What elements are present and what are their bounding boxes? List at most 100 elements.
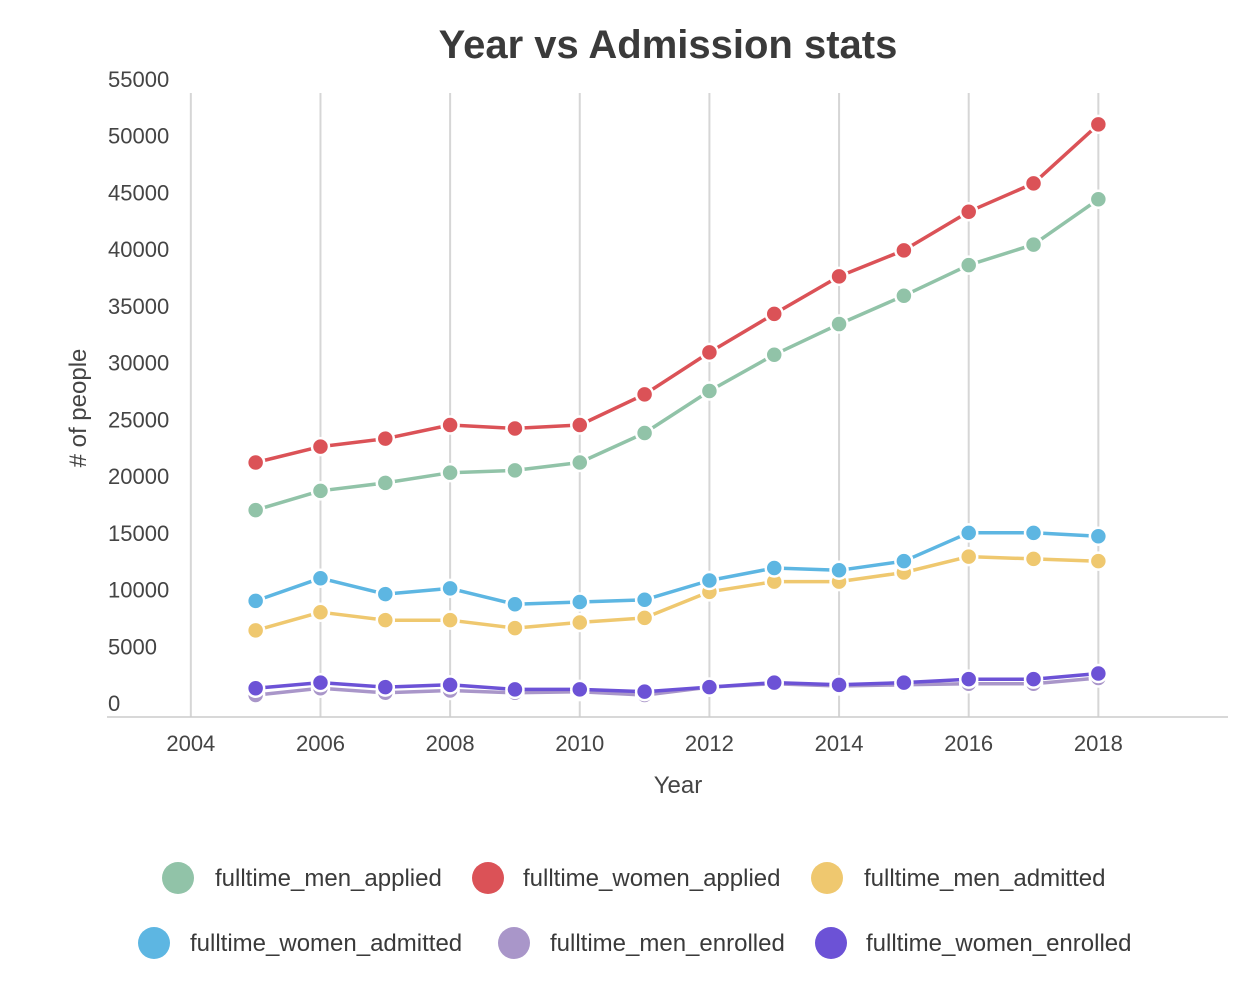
data-point — [245, 678, 266, 699]
series-layer — [245, 114, 1109, 705]
data-point — [764, 672, 784, 693]
data-point — [699, 570, 720, 591]
data-point — [570, 679, 590, 700]
data-point — [1088, 189, 1109, 210]
data-point — [829, 266, 849, 287]
data-point — [310, 602, 331, 622]
legend-swatch — [498, 927, 530, 959]
x-tick-label: 2010 — [555, 731, 604, 756]
legend-item: fulltime_men_enrolled — [498, 927, 785, 959]
legend-item: fulltime_women_admitted — [138, 927, 462, 959]
data-point — [634, 423, 655, 443]
data-point — [440, 415, 460, 435]
data-point — [245, 500, 266, 520]
data-point — [570, 415, 590, 435]
legend-label: fulltime_men_applied — [215, 865, 442, 892]
data-point — [375, 610, 396, 630]
data-point — [699, 381, 720, 401]
y-tick-label: 15000 — [108, 521, 169, 546]
y-axis-label: # of people — [65, 349, 92, 468]
legend: fulltime_men_applied fulltime_women_appli… — [138, 862, 1131, 959]
chart-title: Year vs Admission stats — [439, 23, 898, 67]
series-fulltime_women_admitted — [245, 523, 1109, 615]
data-point — [310, 436, 331, 457]
data-point — [894, 672, 914, 693]
data-point — [570, 612, 590, 633]
data-point — [1023, 669, 1044, 689]
y-tick-label: 25000 — [108, 407, 169, 432]
data-point — [764, 558, 784, 578]
x-axis-ticks: 2004 2006 2008 2010 2012 2014 2016 2018 — [166, 731, 1122, 756]
data-point — [245, 591, 266, 611]
data-point — [958, 523, 979, 543]
y-tick-label: 55000 — [108, 67, 169, 92]
data-point — [505, 679, 525, 700]
legend-swatch — [811, 862, 843, 894]
series-line — [253, 122, 1101, 465]
x-tick-label: 2014 — [815, 731, 864, 756]
data-point — [829, 314, 849, 334]
data-point — [1088, 526, 1109, 546]
legend-swatch — [472, 862, 504, 894]
x-tick-label: 2016 — [944, 731, 993, 756]
x-tick-label: 2018 — [1074, 731, 1123, 756]
data-point — [245, 620, 266, 641]
data-point — [699, 677, 720, 697]
data-point — [440, 462, 460, 483]
data-point — [1088, 551, 1109, 571]
legend-item: fulltime_men_applied — [162, 862, 442, 894]
data-point — [440, 578, 460, 599]
data-point — [310, 568, 331, 588]
data-point — [699, 342, 720, 363]
legend-label: fulltime_men_enrolled — [550, 930, 785, 957]
data-point — [829, 560, 849, 581]
data-point — [440, 675, 460, 695]
data-point — [1088, 663, 1109, 684]
x-tick-label: 2012 — [685, 731, 734, 756]
data-point — [505, 618, 525, 638]
y-axis-ticks: 0 5000 10000 15000 20000 25000 30000 35000 40000… — [108, 67, 169, 716]
y-tick-label: 45000 — [108, 180, 169, 205]
data-point — [375, 473, 396, 493]
y-tick-label: 50000 — [108, 124, 169, 149]
series-line — [253, 554, 1101, 633]
legend-label: fulltime_men_admitted — [864, 865, 1105, 892]
legend-label: fulltime_women_enrolled — [866, 930, 1131, 957]
series-line — [253, 671, 1101, 694]
y-tick-label: 35000 — [108, 294, 169, 319]
data-point — [894, 285, 914, 306]
data-point — [375, 584, 396, 604]
series-fulltime_women_applied — [245, 114, 1109, 473]
x-tick-label: 2006 — [296, 731, 345, 756]
data-point — [958, 546, 979, 567]
series-fulltime_men_applied — [245, 189, 1109, 520]
x-tick-label: 2004 — [166, 731, 215, 756]
data-point — [440, 610, 460, 630]
data-point — [245, 452, 266, 473]
data-point — [829, 675, 849, 695]
y-tick-label: 40000 — [108, 237, 169, 262]
data-point — [634, 590, 655, 610]
data-point — [505, 460, 525, 481]
data-point — [764, 304, 784, 324]
legend-item: fulltime_women_applied — [472, 862, 780, 894]
y-tick-label: 20000 — [108, 464, 169, 489]
data-point — [375, 428, 396, 449]
x-axis-label: Year — [654, 772, 703, 799]
y-tick-label: 30000 — [108, 351, 169, 376]
data-point — [505, 594, 525, 615]
x-tick-label: 2008 — [426, 731, 475, 756]
data-point — [634, 608, 655, 628]
data-point — [310, 672, 331, 693]
data-point — [310, 481, 331, 501]
data-point — [505, 418, 525, 439]
y-tick-label: 0 — [108, 691, 120, 716]
series-fulltime_women_enrolled — [245, 663, 1109, 702]
data-point — [1023, 173, 1044, 194]
data-point — [958, 201, 979, 222]
legend-item: fulltime_men_admitted — [811, 862, 1105, 894]
legend-label: fulltime_women_applied — [523, 865, 780, 892]
data-point — [1088, 114, 1109, 135]
